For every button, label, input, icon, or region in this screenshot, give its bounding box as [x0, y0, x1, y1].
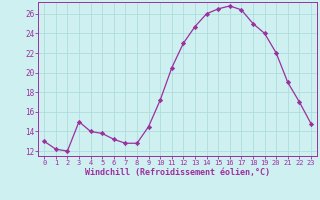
X-axis label: Windchill (Refroidissement éolien,°C): Windchill (Refroidissement éolien,°C) — [85, 168, 270, 177]
